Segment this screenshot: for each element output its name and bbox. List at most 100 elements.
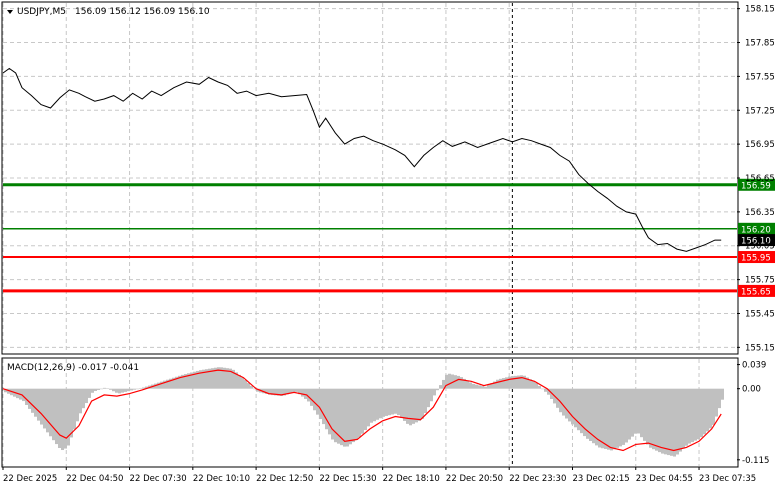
time-tick-label: 22 Dec 04:50 (66, 474, 123, 484)
macd-histogram-bar (22, 388, 25, 402)
time-tick-label: 22 Dec 2025 (3, 474, 57, 484)
macd-histogram-bar (430, 388, 433, 402)
macd-histogram-bar (271, 388, 274, 396)
macd-histogram-bar (253, 388, 256, 390)
macd-signal-line (2, 369, 722, 452)
macd-histogram-bar (73, 388, 76, 430)
current-price-label: 156.10 (741, 237, 771, 247)
macd-histogram-bar (292, 388, 295, 392)
price-levels: 156.59 156.20 155.95 155.65 156.10 (3, 178, 775, 297)
macd-histogram-bar (304, 388, 307, 399)
macd-histogram-bar (565, 388, 568, 419)
time-tick-label: 22 Dec 20:50 (446, 474, 503, 484)
macd-histogram-bar (580, 388, 583, 434)
macd-histogram-bar (250, 385, 253, 389)
price-tick-label: 155.45 (745, 309, 775, 319)
macd-histogram-bar (511, 376, 514, 389)
macd-histogram-bar (538, 385, 541, 389)
price-tick-label: 157.55 (745, 72, 775, 82)
macd-histogram-bar (334, 388, 337, 443)
macd-histogram-bar (241, 377, 244, 389)
macd-histogram-bar (379, 388, 382, 419)
macd-histogram-bar (322, 388, 325, 425)
macd-histogram-bar (79, 388, 82, 414)
macd-histogram-bar (64, 388, 67, 449)
macd-histogram-bar (502, 378, 505, 389)
macd-histogram-bar (400, 388, 403, 419)
macd-histogram-bar (187, 373, 190, 389)
macd-histogram-bar (97, 388, 100, 390)
macd-histogram-bar (436, 388, 439, 391)
macd-histogram-bar (676, 388, 679, 455)
macd-histogram-bar (184, 374, 187, 389)
macd-histogram-bar (595, 388, 598, 446)
macd-histogram-bar (448, 373, 451, 389)
macd-histogram-bar (442, 379, 445, 389)
macd-histogram-bar (181, 374, 184, 389)
price-line-layer (2, 67, 722, 252)
macd-histogram-bar (373, 388, 376, 422)
price-level-badge (738, 222, 775, 235)
macd-histogram-bar (718, 388, 721, 409)
macd-histogram-bar (622, 388, 625, 445)
current-price-badge (738, 234, 775, 247)
macd-histogram-bar (601, 388, 604, 449)
macd-histogram-bar (637, 388, 640, 434)
macd-histogram-bar (490, 383, 493, 389)
macd-histogram-bar (25, 388, 28, 405)
price-level-label: 155.65 (741, 287, 771, 297)
macd-histogram-bar (424, 388, 427, 414)
macd-histogram-bar (625, 388, 628, 443)
macd-histogram-bar (607, 388, 610, 450)
macd-histogram-bar (688, 388, 691, 444)
macd-histogram-bar (70, 388, 73, 438)
macd-histogram-bar (697, 388, 700, 440)
macd-histogram-bar (88, 388, 91, 398)
macd-histogram-bar (562, 388, 565, 416)
macd-histogram-bar (343, 388, 346, 447)
macd-histogram-bar (523, 375, 526, 389)
macd-histogram-bar (172, 377, 175, 389)
macd-histogram-bar (235, 372, 238, 389)
macd-histogram-bar (331, 388, 334, 440)
macd-histogram-bar (397, 388, 400, 416)
macd-histogram-bar (592, 388, 595, 444)
macd-tick-label: 0.00 (742, 385, 761, 395)
macd-histogram-bar (445, 374, 448, 389)
symbol-label[interactable]: USDJPY,M5 (17, 7, 66, 17)
macd-histogram-bar (7, 388, 10, 394)
macd-histogram-bar (196, 370, 199, 389)
macd-histogram-bar (145, 386, 148, 389)
macd-histogram-bar (496, 379, 499, 389)
symbol-dropdown-icon[interactable] (7, 10, 13, 14)
macd-histogram-bar (505, 377, 508, 389)
macd-histogram-bar (475, 384, 478, 389)
macd-tick-label: -0.115 (742, 456, 769, 466)
macd-histogram-bar (238, 374, 241, 389)
macd-histogram-bar (517, 375, 520, 389)
macd-histogram-bar (193, 371, 196, 389)
macd-histogram-bar (91, 388, 94, 393)
macd-histogram-bar (439, 385, 442, 389)
macd-histogram-bar (640, 388, 643, 438)
macd-histogram-bar (382, 388, 385, 417)
macd-histogram-bar (295, 388, 298, 392)
macd-histogram-bar (529, 379, 532, 389)
macd-histogram-bar (631, 388, 634, 437)
price-tick-label: 156.05 (745, 242, 775, 252)
macd-histogram-bar (694, 388, 697, 441)
price-level-badge (738, 251, 775, 264)
macd-histogram-bar (418, 388, 421, 421)
macd-histogram-bar (457, 375, 460, 389)
macd-histogram-bar (175, 376, 178, 389)
macd-histogram-bar (526, 377, 529, 389)
axis-labels: 158.15157.85157.55157.25156.95156.65156.… (2, 5, 775, 484)
macd-histogram-bar (394, 388, 397, 414)
price-tick-label: 155.15 (745, 343, 775, 353)
macd-histogram-bar (415, 388, 418, 423)
macd-histogram-bar (313, 388, 316, 411)
price-line (2, 67, 722, 252)
macd-histogram-bar (616, 388, 619, 448)
macd-histogram-bar (211, 368, 214, 389)
